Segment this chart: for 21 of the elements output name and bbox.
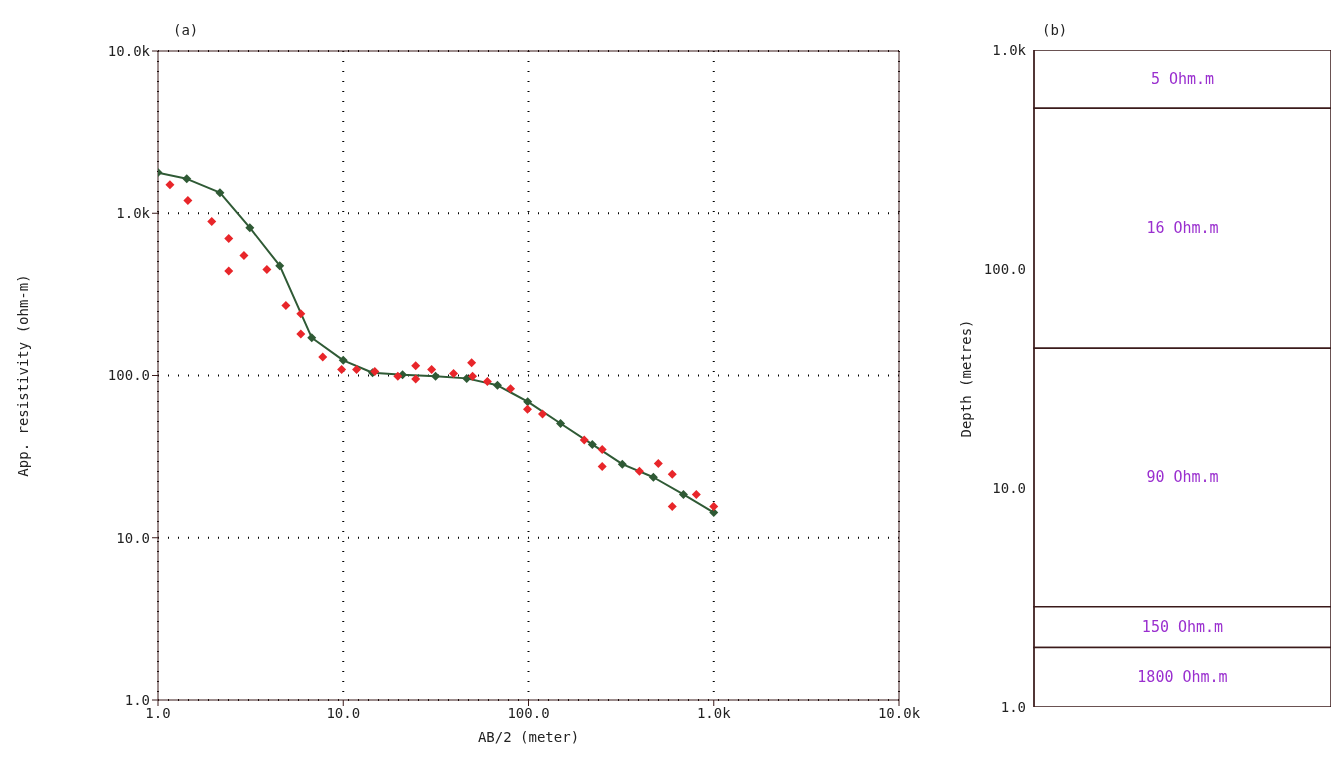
text: (b) — [1042, 22, 1068, 38]
series-label: 16 Ohm.m — [1146, 219, 1219, 238]
y-tick-label: 10.0k — [107, 42, 151, 59]
series-label: 90 Ohm.m — [1146, 468, 1219, 487]
series-label: 1800 Ohm.m — [1137, 668, 1228, 687]
y-axis-title: App. resistivity (ohm-m) — [14, 274, 31, 477]
x-axis-title: AB/2 (meter) — [477, 729, 580, 745]
y-tick-label: 100.0 — [983, 260, 1026, 277]
x-tick-label: 1.0k — [696, 704, 732, 721]
x-tick-label: 100.0 — [507, 704, 550, 721]
x-tick-label: 10.0k — [877, 704, 921, 721]
x-tick-label: 10.0 — [326, 704, 361, 721]
y-tick-label: 1.0k — [116, 205, 151, 222]
y-tick-label: 10.0 — [116, 529, 150, 546]
y-tick-label: 10.0 — [992, 479, 1026, 496]
text: (a) — [173, 22, 199, 38]
series-label: 5 Ohm.m — [1150, 70, 1215, 89]
y-tick-label: 1.0k — [992, 41, 1027, 58]
y-axis-title: Depth (metres) — [957, 319, 974, 438]
y-tick-label: 100.0 — [107, 367, 150, 384]
series-label: 150 Ohm.m — [1141, 618, 1224, 637]
